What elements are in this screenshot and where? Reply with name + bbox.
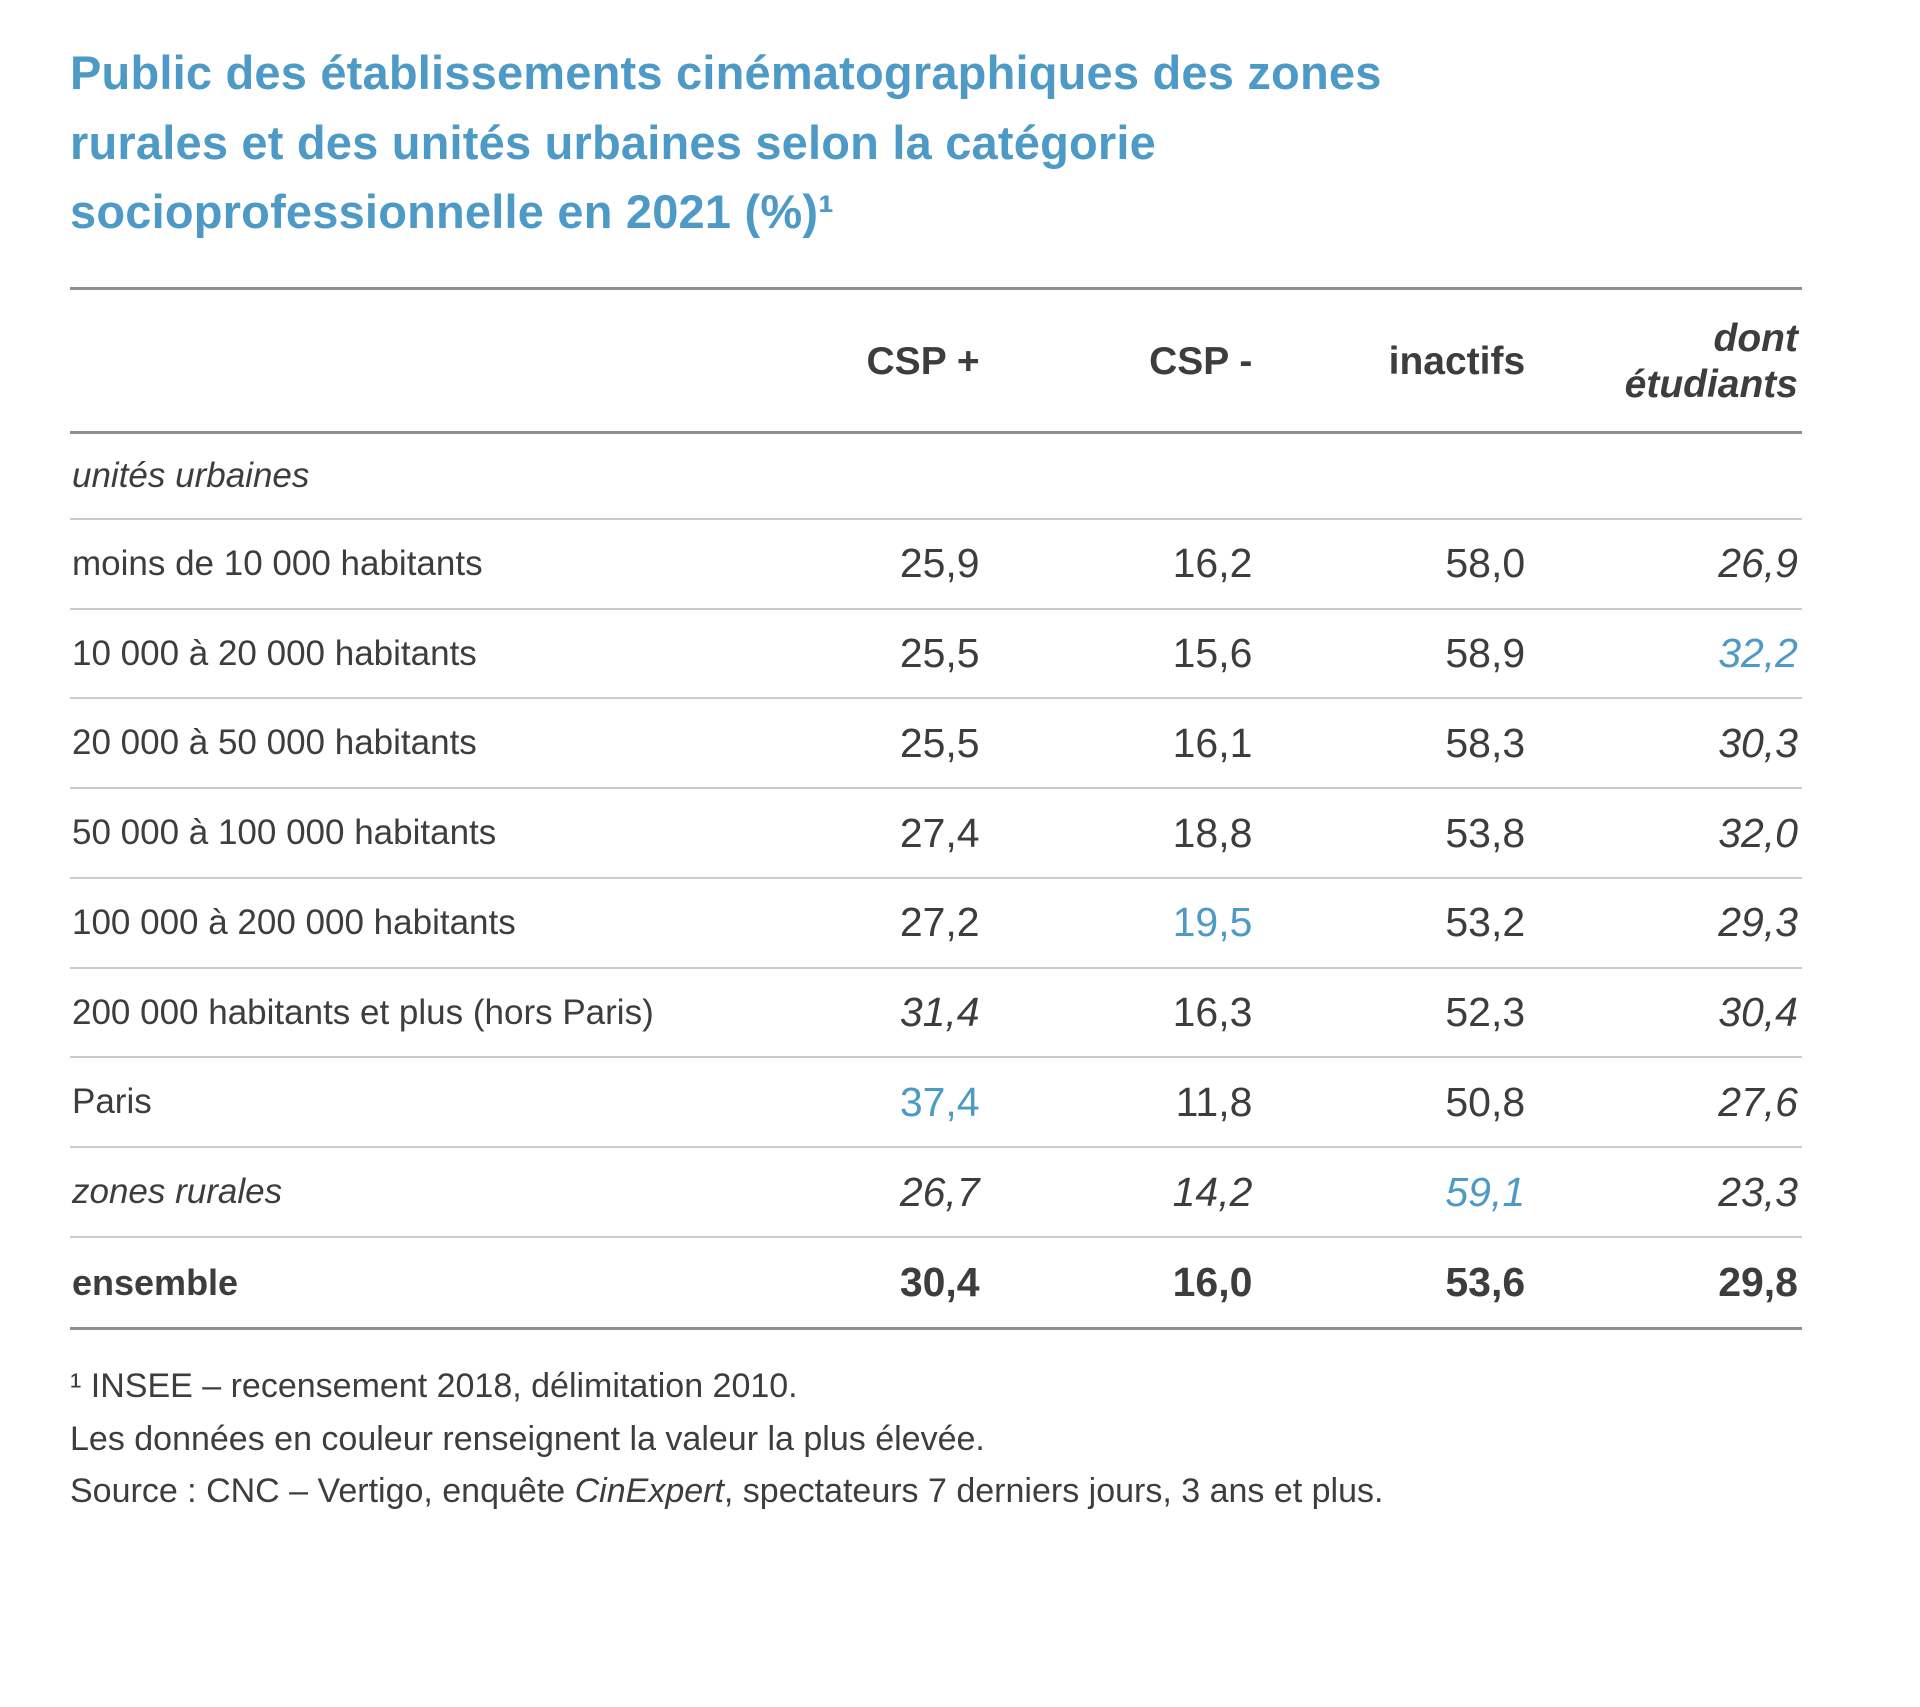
footnote-color-note: Les données en couleur renseignent la va… [70, 1419, 985, 1458]
value-cell: 53,2 [1256, 876, 1530, 968]
value-cell: 31,4 [710, 966, 984, 1058]
table-body: unités urbaines moins de 10 000 habitants… [70, 433, 1802, 1330]
source-text-suffix: , spectateurs 7 derniers jours, 3 ans et… [723, 1472, 1384, 1511]
value-cell: 26,7 [710, 1146, 984, 1237]
value-cell: 32,0 [1529, 787, 1802, 878]
total-row: ensemble 30,4 16,0 53,6 29,8 [70, 1235, 1802, 1330]
column-header-dont-etudiants: dont étudiants [1529, 288, 1802, 435]
table-row: zones rurales 26,7 14,2 59,1 23,3 [70, 1146, 1802, 1237]
row-label: ensemble [70, 1235, 711, 1330]
table-row: 200 000 habitants et plus (hors Paris) 31… [70, 966, 1802, 1058]
table-row: moins de 10 000 habitants 25,9 16,2 58,0 26,… [70, 517, 1802, 609]
column-header-csp-plus: CSP + [710, 288, 984, 435]
row-label: 10 000 à 20 000 habitants [70, 607, 711, 699]
table-row: 100 000 à 200 000 habitants 27,2 19,5 53,2 2… [70, 876, 1802, 968]
table-header: CSP + CSP - inactifs dont étudiants [70, 288, 1802, 435]
section-row: unités urbaines [70, 433, 1802, 519]
source-survey-name: CinExpert [574, 1472, 724, 1511]
value-cell: 11,8 [983, 1056, 1257, 1148]
row-label: unités urbaines [72, 456, 310, 496]
row-label: zones rurales [70, 1146, 711, 1237]
value-cell: 30,4 [1529, 966, 1802, 1058]
value-cell: 32,2 [1529, 607, 1802, 699]
value-cell: 53,6 [1256, 1235, 1530, 1330]
value-cell: 16,2 [983, 517, 1257, 609]
header-row: CSP + CSP - inactifs dont étudiants [70, 288, 1802, 435]
value-cell: 19,5 [983, 876, 1257, 968]
value-cell: 29,8 [1529, 1235, 1802, 1330]
footnotes: ¹ INSEE – recensement 2018, délimitation… [70, 1360, 1802, 1518]
value-cell: 25,5 [710, 697, 984, 789]
row-label: 20 000 à 50 000 habitants [70, 697, 711, 789]
value-cell: 27,4 [710, 787, 984, 878]
row-label: 200 000 habitants et plus (hors Paris) [70, 966, 711, 1058]
value-cell: 59,1 [1256, 1146, 1530, 1237]
value-cell: 58,0 [1256, 517, 1530, 609]
column-header-inactifs: inactifs [1256, 288, 1530, 435]
footnote-insee: ¹ INSEE – recensement 2018, délimitation… [70, 1366, 798, 1405]
report-page: Public des établissements cinématographi… [70, 46, 1802, 1518]
value-cell: 16,0 [983, 1235, 1257, 1330]
value-cell: 18,8 [983, 787, 1257, 878]
row-label: 50 000 à 100 000 habitants [70, 787, 711, 878]
value-cell: 58,3 [1256, 697, 1530, 789]
value-cell: 14,2 [983, 1146, 1257, 1237]
table-row: 10 000 à 20 000 habitants 25,5 15,6 58,9 32,… [70, 607, 1802, 699]
value-cell: 27,2 [710, 876, 984, 968]
value-cell: 27,6 [1529, 1056, 1802, 1148]
row-label: Paris [70, 1056, 711, 1148]
table-row: Paris 37,4 11,8 50,8 27,6 [70, 1056, 1802, 1148]
footnote-source: Source : CNC – Vertigo, enquête CinExper… [70, 1465, 1802, 1518]
table-row: 50 000 à 100 000 habitants 27,4 18,8 53,8 32… [70, 787, 1802, 878]
value-cell: 53,8 [1256, 787, 1530, 878]
value-cell: 16,3 [983, 966, 1257, 1058]
value-cell: 16,1 [983, 697, 1257, 789]
column-header-csp-minus: CSP - [983, 288, 1257, 435]
value-cell: 25,5 [710, 607, 984, 699]
value-cell: 15,6 [983, 607, 1257, 699]
row-label-header [70, 288, 711, 435]
value-cell: 37,4 [710, 1056, 984, 1148]
table-row: 20 000 à 50 000 habitants 25,5 16,1 58,3 30,… [70, 697, 1802, 789]
value-cell: 50,8 [1256, 1056, 1530, 1148]
value-cell: 25,9 [710, 517, 984, 609]
value-cell: 29,3 [1529, 876, 1802, 968]
value-cell: 30,4 [710, 1235, 984, 1330]
source-text-prefix: Source : CNC – Vertigo, enquête [70, 1472, 575, 1511]
data-table: CSP + CSP - inactifs dont étudiants unit… [70, 286, 1802, 1330]
value-cell: 58,9 [1256, 607, 1530, 699]
table-title: Public des établissements cinématographi… [70, 46, 1382, 239]
row-label: 100 000 à 200 000 habitants [70, 876, 711, 968]
value-cell: 52,3 [1256, 966, 1530, 1058]
value-cell: 26,9 [1529, 517, 1802, 609]
value-cell: 30,3 [1529, 697, 1802, 789]
value-cell: 23,3 [1529, 1146, 1802, 1237]
row-label: moins de 10 000 habitants [70, 517, 711, 609]
